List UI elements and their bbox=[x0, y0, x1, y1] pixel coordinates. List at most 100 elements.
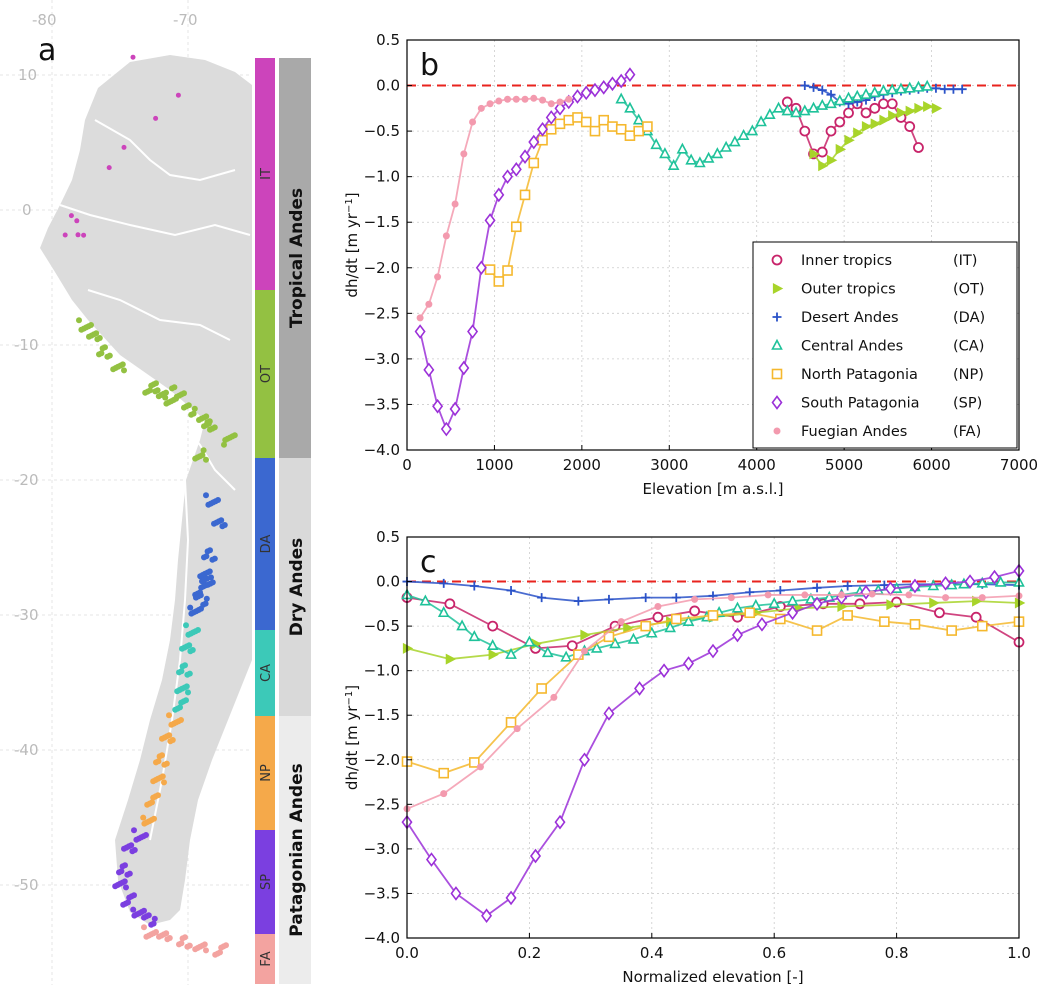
glacier-point bbox=[163, 389, 169, 396]
data-point bbox=[905, 105, 916, 117]
glacier-point bbox=[130, 906, 137, 913]
data-point bbox=[905, 591, 913, 599]
data-point bbox=[711, 147, 724, 159]
data-point bbox=[578, 752, 590, 768]
glacier-point bbox=[155, 758, 162, 765]
data-point bbox=[664, 621, 676, 633]
subregion-code: NP bbox=[259, 764, 274, 782]
data-point bbox=[642, 121, 653, 132]
y-axis-label-main: dh/dt [m yr bbox=[343, 705, 361, 790]
x-axis-label: Normalized elevation [-] bbox=[622, 968, 803, 986]
data-point bbox=[931, 83, 941, 93]
chart-panel-c: 0.0 0.2 0.4 0.6 0.8 1.0 0.5 0.0 −0.5 −1.0 −1.5 −2.0… bbox=[343, 528, 1031, 986]
glacier-point bbox=[209, 579, 216, 586]
subregion-code: DA bbox=[259, 535, 274, 554]
data-point bbox=[537, 134, 548, 146]
x-tick-label: 2000 bbox=[563, 456, 601, 474]
glacier-point bbox=[183, 683, 190, 690]
glacier-point bbox=[187, 604, 194, 611]
glacier-point bbox=[153, 380, 159, 387]
glacier-point bbox=[150, 920, 157, 927]
data-point bbox=[439, 578, 449, 588]
y-tick-label: 0.5 bbox=[376, 528, 400, 546]
data-point bbox=[913, 142, 924, 153]
data-point bbox=[580, 629, 591, 641]
data-point bbox=[493, 187, 505, 203]
x-tick-label: 0.0 bbox=[395, 944, 419, 962]
glacier-point bbox=[145, 912, 152, 919]
glacier-point bbox=[163, 760, 170, 767]
data-point bbox=[909, 578, 921, 594]
data-point bbox=[972, 595, 983, 607]
data-point bbox=[438, 767, 450, 779]
legend-entry: Inner tropics (IT) bbox=[771, 253, 977, 269]
data-point bbox=[763, 108, 776, 120]
data-point bbox=[641, 593, 651, 603]
series-it bbox=[781, 96, 924, 160]
data-point bbox=[580, 85, 592, 101]
data-point bbox=[775, 585, 785, 595]
glacier-point bbox=[93, 330, 100, 337]
data-point bbox=[843, 107, 854, 119]
glacier-point bbox=[154, 387, 161, 394]
data-point bbox=[495, 97, 503, 105]
glacier-point bbox=[131, 892, 137, 899]
legend-box bbox=[752, 241, 1018, 449]
glacier-point bbox=[153, 115, 159, 121]
data-point bbox=[904, 121, 916, 132]
data-point bbox=[624, 101, 636, 113]
data-point bbox=[645, 626, 658, 638]
glacier-point bbox=[201, 941, 208, 948]
x-tick-label: 4000 bbox=[738, 456, 776, 474]
data-point bbox=[978, 594, 986, 602]
data-point bbox=[609, 637, 621, 649]
data-point bbox=[851, 89, 864, 101]
data-point bbox=[809, 82, 819, 92]
data-point bbox=[603, 706, 615, 721]
data-point bbox=[537, 121, 549, 137]
data-point bbox=[879, 114, 890, 126]
x-tick-label: 0.4 bbox=[640, 944, 664, 962]
glacier-point bbox=[178, 940, 185, 947]
glacier-point bbox=[76, 317, 82, 324]
data-point bbox=[676, 142, 689, 154]
legend-entry-code: (CA) bbox=[953, 339, 984, 355]
glacier-point bbox=[186, 942, 193, 949]
glacier-point bbox=[106, 165, 112, 171]
y-axis-label: dh/dt [m yr−1] bbox=[343, 192, 361, 297]
data-point bbox=[627, 632, 640, 644]
data-point bbox=[598, 80, 610, 95]
data-point bbox=[879, 580, 889, 590]
data-point bbox=[565, 95, 573, 103]
glacier-point bbox=[207, 547, 213, 554]
data-point bbox=[786, 594, 799, 606]
data-point bbox=[414, 324, 426, 339]
glacier-point bbox=[203, 595, 210, 602]
data-point bbox=[504, 95, 512, 103]
data-point bbox=[671, 593, 681, 603]
glacier-point bbox=[141, 924, 147, 931]
legend-entry: Desert Andes (DA) bbox=[772, 310, 985, 326]
data-point bbox=[550, 693, 558, 701]
data-point bbox=[833, 94, 846, 106]
data-point bbox=[519, 189, 531, 201]
glacier-point bbox=[191, 405, 198, 412]
data-point bbox=[650, 138, 663, 150]
glacier-point bbox=[130, 54, 136, 60]
data-point bbox=[658, 663, 670, 679]
data-point bbox=[868, 590, 876, 598]
x-tick-label: 0.6 bbox=[762, 944, 786, 962]
lat-tick-label: 10 bbox=[18, 66, 37, 84]
data-point bbox=[877, 84, 890, 96]
data-point bbox=[768, 597, 781, 609]
data-point bbox=[510, 162, 522, 177]
data-point bbox=[818, 160, 829, 172]
legend-entry-name: Central Andes bbox=[801, 339, 903, 355]
data-point bbox=[571, 89, 583, 104]
panel-a-label: a bbox=[38, 33, 56, 68]
y-tick-label: −0.5 bbox=[364, 617, 400, 635]
x-tick-label: 0.8 bbox=[885, 944, 909, 962]
glacier-point bbox=[203, 492, 209, 499]
glacier-point bbox=[199, 452, 206, 458]
x-tick-label: 0 bbox=[402, 456, 412, 474]
